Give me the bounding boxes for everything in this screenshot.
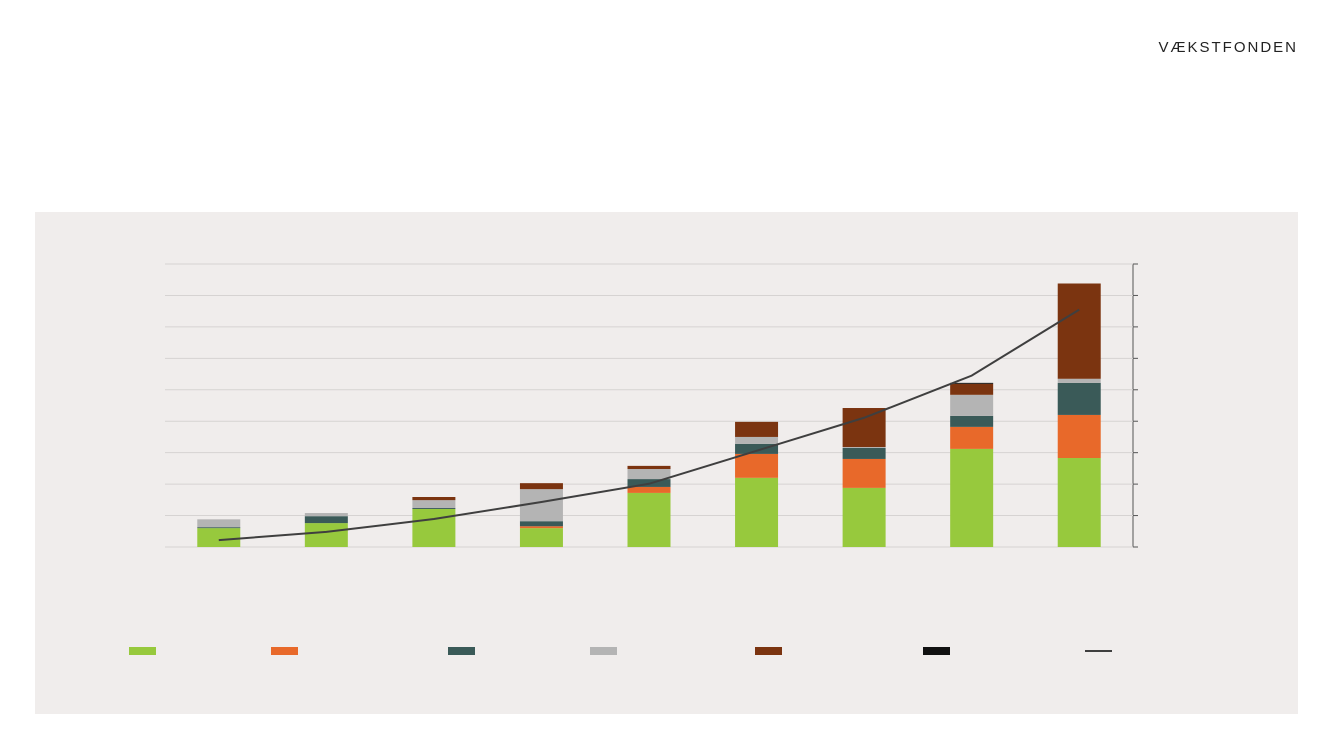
bar-segment [197, 527, 241, 529]
bar-segment [1057, 283, 1101, 379]
bar-segment [1057, 378, 1101, 383]
legend-swatch [923, 647, 950, 655]
bar-segment [627, 486, 671, 493]
bar-segment [627, 492, 671, 547]
bar-segment [950, 448, 994, 547]
bar-segment [304, 513, 348, 517]
legend-swatch [590, 647, 617, 655]
bar-segment [1057, 382, 1101, 415]
legend-swatch [271, 647, 298, 655]
bar-segment [412, 497, 456, 501]
bar-segment [197, 519, 241, 528]
bar-segment [627, 469, 671, 480]
bar-segment [197, 528, 241, 547]
bar-segment [412, 508, 456, 547]
bar-segment [842, 458, 886, 488]
bar-segment [1057, 414, 1101, 459]
bar-segment [950, 426, 994, 449]
chart-panel [35, 212, 1298, 714]
bar-segment [412, 508, 456, 509]
bar-segment [519, 526, 563, 529]
bar-segment [950, 415, 994, 427]
bar-segment [735, 453, 779, 478]
bar-segment [304, 523, 348, 547]
legend-swatch [755, 647, 782, 655]
bar-segment [842, 447, 886, 448]
legend-swatch [129, 647, 156, 655]
bar-segment [735, 436, 779, 444]
bar-segment [412, 500, 456, 509]
bar-segment [735, 443, 779, 454]
bar-segment [304, 516, 348, 524]
bar-segment [627, 465, 671, 470]
bar-segment [842, 487, 886, 547]
bar-segment [519, 521, 563, 527]
legend-swatch [448, 647, 475, 655]
bar-segment [519, 483, 563, 490]
bar-segment [842, 447, 886, 459]
bar-segment [950, 382, 994, 384]
bar-segment [735, 477, 779, 547]
bar-segment [950, 383, 994, 395]
logo: VÆKSTFONDEN [1158, 39, 1298, 56]
bar-segment [735, 421, 779, 437]
line-series [218, 308, 1080, 542]
bar-segment [950, 394, 994, 416]
bar-segment [842, 408, 886, 448]
bar-segment [1057, 458, 1101, 547]
bar-segment [519, 528, 563, 547]
